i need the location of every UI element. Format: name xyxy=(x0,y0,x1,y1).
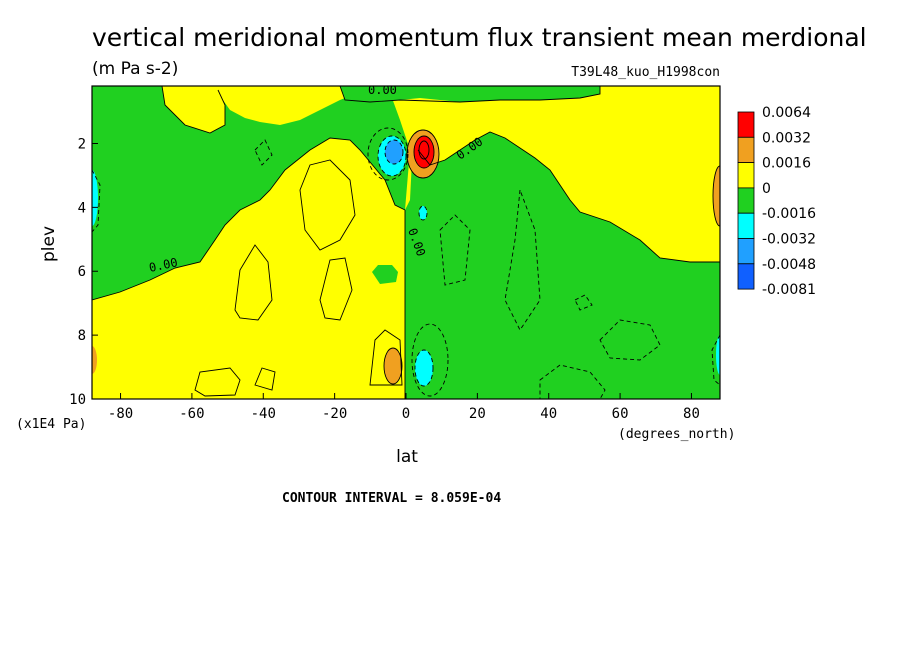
chart-units: (m Pa s-2) xyxy=(92,59,178,79)
y-tick-label: 8 xyxy=(78,328,86,344)
x-tick-label: -60 xyxy=(179,406,204,422)
region-negative-top-middle xyxy=(340,86,420,102)
region-negative-patch xyxy=(372,265,398,284)
legend-label: 0.0032 xyxy=(762,130,811,146)
region-positive-top-left xyxy=(162,86,225,133)
legend-swatch xyxy=(737,238,755,265)
y-tick-label: 4 xyxy=(78,200,86,216)
y-units: (x1E4 Pa) xyxy=(16,417,86,432)
contour-lines-dashed xyxy=(92,127,720,399)
region-weak-negative-edge-right xyxy=(716,335,720,375)
region-positive-north-right xyxy=(700,250,720,262)
x-tick-label: 0 xyxy=(402,406,410,422)
contour-interval: CONTOUR INTERVAL = 8.059E-04 xyxy=(282,491,501,506)
y-ticks: 2 4 6 8 10 xyxy=(69,136,98,408)
region-negative-south-upper xyxy=(92,86,410,300)
contour-label: 0.00 xyxy=(368,83,397,97)
legend-swatch xyxy=(737,263,755,290)
region-moderate-negative-core xyxy=(385,140,403,164)
y-tick-label: 10 xyxy=(69,392,86,408)
region-negative-north xyxy=(405,132,720,399)
chart-title: vertical meridional momentum flux transi… xyxy=(92,23,867,52)
legend-swatch xyxy=(737,212,755,239)
x-tick-label: -80 xyxy=(108,406,133,422)
legend-label: 0.0016 xyxy=(762,156,811,172)
x-tick-label: 80 xyxy=(683,406,700,422)
legend-label: 0.0064 xyxy=(762,105,811,121)
x-tick-label: 60 xyxy=(612,406,629,422)
x-tick-label: -40 xyxy=(251,406,276,422)
region-weak-negative-small xyxy=(419,206,427,220)
x-ticks: -80 -60 -40 -20 0 20 40 60 80 xyxy=(108,393,700,422)
y-tick-label: 2 xyxy=(78,136,86,152)
legend-swatch xyxy=(737,111,755,138)
region-moderate-positive-edge xyxy=(713,166,720,226)
x-tick-label: -20 xyxy=(322,406,347,422)
region-moderate-positive-edge-left xyxy=(92,346,97,374)
legend-label: -0.0016 xyxy=(762,206,816,222)
legend-swatch xyxy=(737,162,755,189)
region-weak-negative-lower xyxy=(415,350,433,386)
experiment-label: T39L48_kuo_H1998con xyxy=(571,65,720,80)
x-units: (degrees_north) xyxy=(618,427,735,442)
y-tick-label: 6 xyxy=(78,264,86,280)
region-negative-north-top xyxy=(420,86,600,102)
legend-label: 0 xyxy=(762,181,771,197)
color-legend: 0.0064 0.0032 0.0016 0 -0.0016 -0.0032 -0.0048… xyxy=(737,105,816,298)
plot-area: 0.00 0.00 0.00 0.00 xyxy=(92,83,720,399)
legend-label: -0.0048 xyxy=(762,257,816,273)
x-tick-label: 20 xyxy=(469,406,486,422)
contour-lines xyxy=(92,86,720,399)
legend-swatch xyxy=(737,187,755,214)
legend-label: -0.0081 xyxy=(762,282,816,298)
region-weak-negative-edge-left xyxy=(92,170,98,226)
x-axis-label: lat xyxy=(396,447,418,467)
region-strong-positive-core xyxy=(414,136,434,168)
y-axis-label: plev xyxy=(39,226,59,262)
legend-swatch xyxy=(737,136,755,164)
legend-label: -0.0032 xyxy=(762,232,816,248)
x-tick-label: 40 xyxy=(540,406,557,422)
region-moderate-positive-lower xyxy=(384,348,402,384)
contour-label: 0.00 xyxy=(148,255,179,275)
